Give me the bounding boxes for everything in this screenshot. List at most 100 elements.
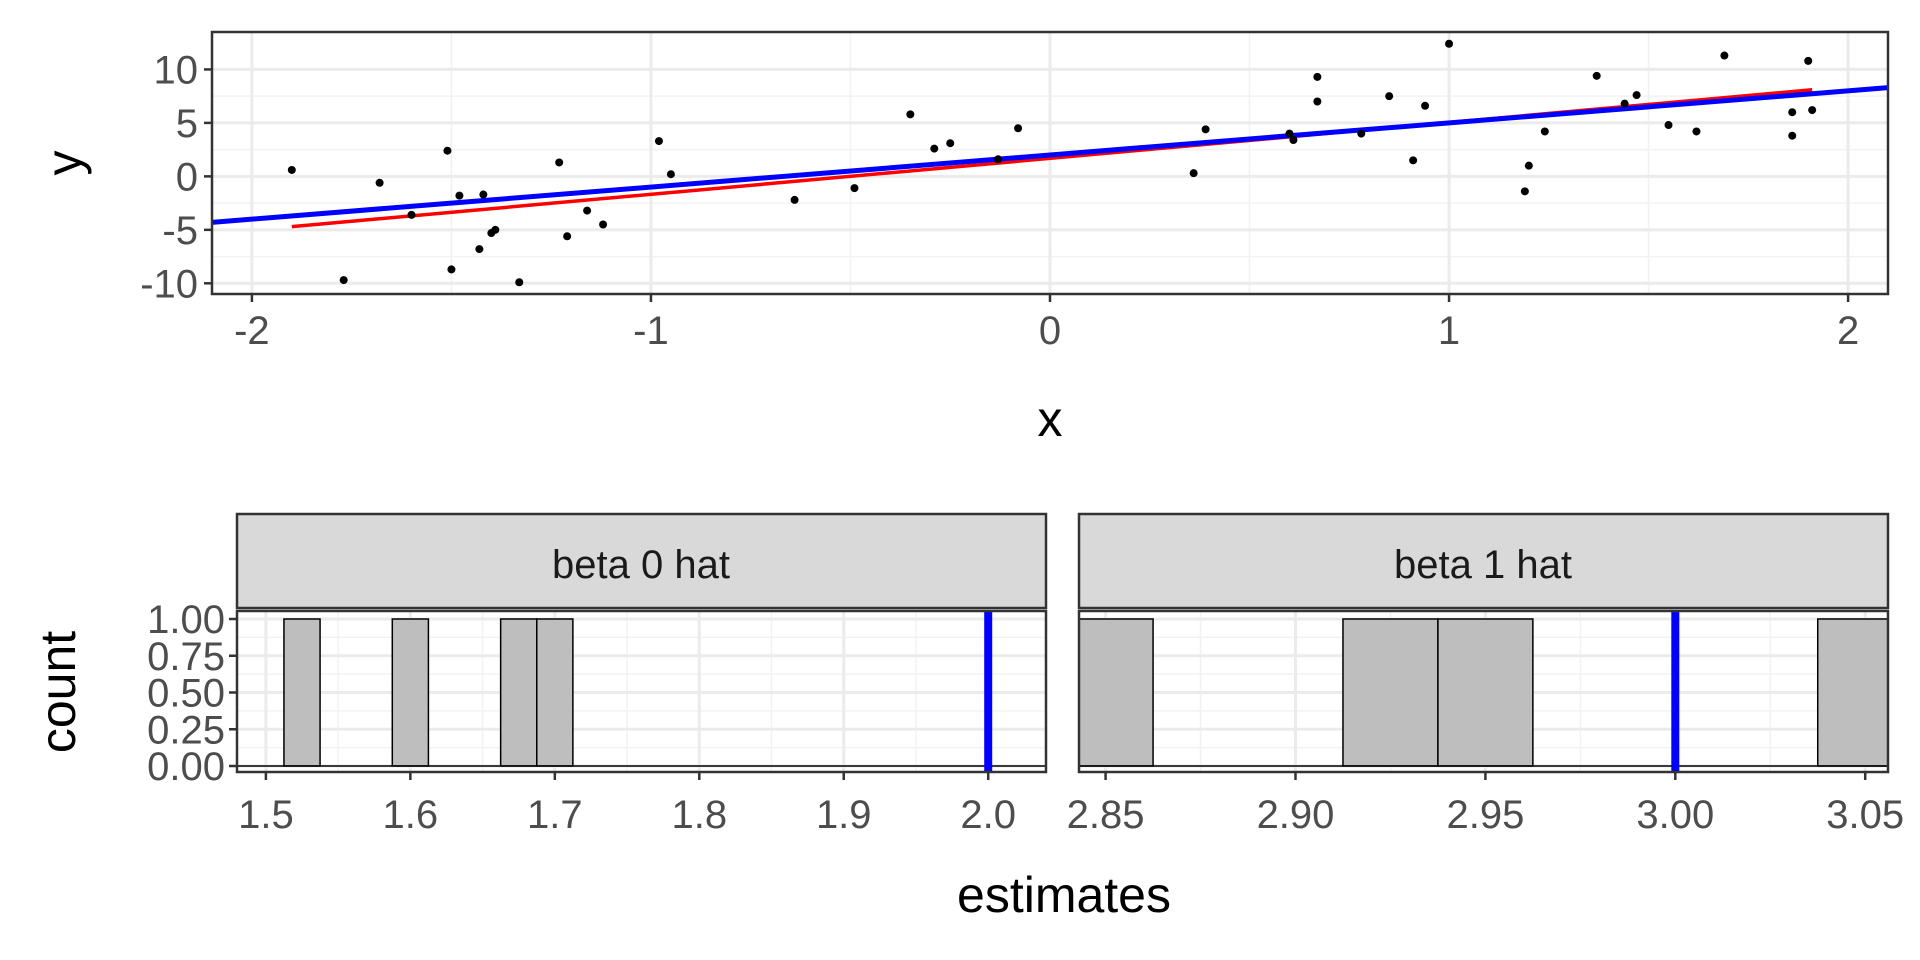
- scatter-point: [1788, 108, 1797, 117]
- x-tick-label: 1.8: [671, 793, 727, 837]
- scatter-point: [1540, 127, 1549, 136]
- histogram-x-ticks-beta0: 1.5 1.6 1.7 1.8 1.9 2.0: [238, 772, 1016, 837]
- scatter-gridlines: [212, 32, 1888, 294]
- x-tick-label: 2.90: [1257, 793, 1335, 837]
- histogram-bars-beta1: [1078, 618, 1889, 767]
- scatter-point: [1313, 72, 1322, 81]
- histogram-x-axis-title: estimates: [957, 867, 1171, 923]
- scatter-point: [443, 146, 452, 155]
- scatter-point: [599, 220, 608, 229]
- scatter-point: [1014, 124, 1023, 133]
- scatter-point: [583, 206, 592, 215]
- x-tick-label: 1.6: [383, 793, 439, 837]
- scatter-point: [1592, 71, 1601, 80]
- true-regression-line: [211, 85, 1889, 225]
- scatter-x-axis-title: x: [1038, 391, 1063, 447]
- scatter-point: [1664, 121, 1673, 130]
- scatter-point: [1720, 51, 1729, 60]
- histogram-bar: [1342, 618, 1439, 767]
- facet-strip-beta0: [235, 512, 1048, 610]
- scatter-point: [666, 170, 675, 179]
- scatter-point: [475, 245, 484, 254]
- facet-strip-label-beta1: beta 1 hat: [1394, 543, 1572, 587]
- x-tick-label: 1.9: [816, 793, 872, 837]
- scatter-point: [479, 190, 488, 199]
- y-tick-label: 10: [154, 48, 199, 92]
- scatter-point: [1445, 39, 1454, 48]
- facet-strip-beta1: [1077, 512, 1890, 610]
- histogram-bars-beta0: [237, 618, 1046, 767]
- scatter-point: [491, 225, 500, 234]
- scatter-point: [407, 210, 416, 219]
- scatter-y-axis-title: y: [36, 151, 92, 176]
- x-tick-label: 2.95: [1446, 793, 1524, 837]
- histogram-bar: [1437, 618, 1534, 767]
- x-tick-label: 2.0: [960, 793, 1016, 837]
- scatter-point: [1808, 106, 1817, 115]
- scatter-point: [1692, 127, 1701, 136]
- scatter-point: [1189, 169, 1198, 178]
- scatter-point: [375, 178, 384, 187]
- y-tick-label: 0.00: [147, 745, 225, 789]
- scatter-point: [1520, 187, 1529, 196]
- y-tick-label: 1.00: [147, 598, 225, 642]
- histogram-y-ticks-beta0: 0.000.250.500.751.00: [147, 598, 237, 789]
- histogram-y-axis-title: count: [30, 631, 86, 753]
- scatter-point: [515, 278, 524, 287]
- scatter-point: [1524, 161, 1533, 170]
- histogram-border-beta1: [1077, 609, 1890, 774]
- facet-strip-label-beta0: beta 0 hat: [552, 543, 730, 587]
- x-tick-label: 1.7: [527, 793, 583, 837]
- x-tick-label: 0: [1039, 309, 1061, 353]
- histogram-panel-beta0: beta 0 hat 1.5 1.6 1.7 1.8 1.9 2.0 0.000.250.…: [147, 512, 1048, 837]
- y-tick-label: 0.25: [147, 708, 225, 752]
- histogram-bar: [283, 618, 321, 767]
- histogram-bar: [1078, 618, 1154, 767]
- scatter-point: [287, 165, 296, 174]
- scatter-lines: [211, 85, 1889, 229]
- histogram-bar: [391, 618, 430, 767]
- x-tick-label: 3.00: [1636, 793, 1714, 837]
- scatter-x-ticks: -2 -1 0 1 2: [234, 294, 1859, 353]
- scatter-point: [994, 155, 1003, 164]
- scatter-point: [1385, 92, 1394, 101]
- scatter-point: [850, 184, 859, 193]
- scatter-point: [1201, 125, 1210, 134]
- histogram-bar: [1816, 618, 1889, 767]
- y-tick-label: 0.75: [147, 635, 225, 679]
- scatter-point: [555, 158, 564, 167]
- y-tick-label: 0.50: [147, 672, 225, 716]
- scatter-point: [1804, 56, 1813, 65]
- x-tick-label: -2: [234, 309, 270, 353]
- scatter-point: [906, 110, 915, 119]
- scatter-point: [1421, 101, 1430, 110]
- scatter-point: [1632, 91, 1641, 100]
- scatter-point: [1357, 129, 1366, 138]
- scatter-point: [1289, 136, 1298, 145]
- scatter-point: [930, 144, 939, 153]
- scatter-point: [447, 265, 456, 274]
- scatter-point: [790, 195, 799, 204]
- scatter-point: [563, 232, 572, 241]
- histogram-bar: [499, 618, 538, 767]
- x-tick-label: -1: [633, 309, 669, 353]
- y-tick-label: -10: [140, 262, 198, 306]
- x-tick-label: 2.85: [1067, 793, 1145, 837]
- x-tick-label: 1: [1438, 309, 1460, 353]
- scatter-point: [1409, 156, 1418, 165]
- scatter-y-ticks: -10 -5 0 5 10: [140, 48, 212, 306]
- scatter-point: [1313, 97, 1322, 106]
- x-tick-label: 1.5: [238, 793, 294, 837]
- histogram-panel-beta1: beta 1 hat 2.85 2.90 2.95 3.00 3.05: [1067, 512, 1904, 837]
- scatter-point: [1788, 131, 1797, 140]
- x-tick-label: 3.05: [1826, 793, 1904, 837]
- scatter-point: [1620, 99, 1629, 108]
- scatter-point: [946, 139, 955, 148]
- scatter-points: [287, 39, 1817, 287]
- scatter-point: [455, 191, 464, 200]
- scatter-point: [654, 137, 663, 146]
- y-tick-label: 5: [176, 102, 198, 146]
- scatter-point: [339, 276, 348, 285]
